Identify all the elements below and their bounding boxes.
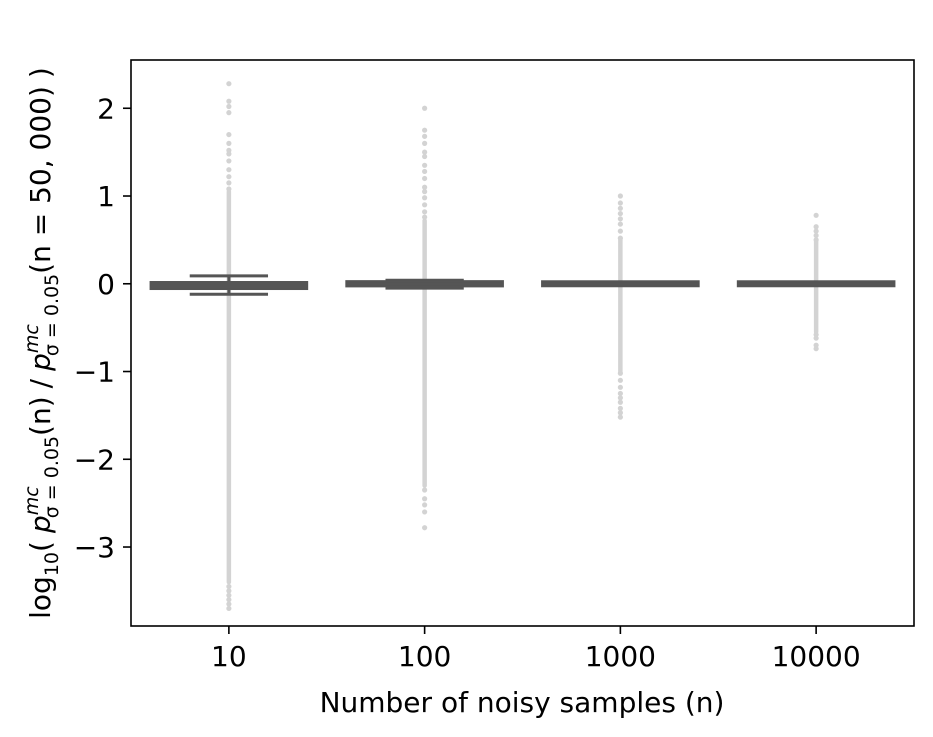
outlier-point <box>422 195 428 201</box>
plot-content <box>149 81 896 612</box>
outlier-point <box>813 232 819 239</box>
outlier-point <box>422 168 428 175</box>
y-axis: 2 1 0 −1 −2 −3 <box>74 92 131 564</box>
y-axis-title-n-arg: (n) <box>24 396 57 436</box>
outlier-point <box>422 153 428 160</box>
outlier-point <box>617 200 623 206</box>
outlier-point <box>617 390 623 397</box>
outlier-point <box>617 405 623 411</box>
y-axis-title-p-sub: σ = 0.05 <box>41 436 63 518</box>
outlier-point <box>617 370 623 376</box>
y-tick-label: −3 <box>74 531 115 564</box>
outlier-point <box>226 131 232 138</box>
outlier-point <box>813 224 819 230</box>
outlier-point <box>226 174 232 180</box>
outlier-point <box>813 335 819 341</box>
y-axis-title-close: ) <box>24 67 57 78</box>
outlier-point <box>617 377 623 383</box>
outlier-point <box>422 189 428 195</box>
outlier-point <box>617 193 623 199</box>
outlier-point <box>422 127 428 133</box>
y-axis-title-p-sup: mc <box>21 486 43 516</box>
outlier-point <box>617 216 623 222</box>
outlier-point <box>422 133 428 139</box>
box-group-10000 <box>736 280 896 288</box>
outlier-point <box>422 487 428 493</box>
outlier-point <box>617 414 623 420</box>
outlier-point <box>422 105 428 111</box>
y-axis-title-log-sub: 10 <box>41 552 63 576</box>
outlier-point <box>226 110 232 116</box>
outlier-point <box>226 81 232 87</box>
y-axis-title-open: ( <box>24 541 57 552</box>
outlier-point <box>617 221 623 227</box>
outlier-point <box>226 597 232 603</box>
outlier-point <box>422 184 428 190</box>
outlier-point <box>226 601 232 607</box>
outlier-point <box>813 212 819 218</box>
outlier-point <box>617 399 623 405</box>
outlier-point <box>226 180 232 186</box>
outlier-point <box>226 605 232 612</box>
outlier-point <box>422 496 428 502</box>
outlier-point <box>422 214 428 220</box>
y-tick-label: 1 <box>97 180 115 213</box>
outlier-point <box>422 202 428 208</box>
box-group-100 <box>345 278 504 290</box>
outlier-point <box>226 98 232 104</box>
outlier-point <box>617 395 623 401</box>
outlier-point <box>813 237 819 243</box>
outlier-point <box>422 162 428 168</box>
outlier-point <box>226 167 232 173</box>
outlier-point <box>226 186 232 192</box>
y-axis-title-p2-sub: σ = 0.05 <box>41 274 63 356</box>
outlier-point <box>422 149 428 155</box>
outlier-point <box>617 384 623 390</box>
x-tick-label: 100 <box>398 640 451 673</box>
outlier-point <box>422 140 428 146</box>
box-group-1000 <box>541 280 700 288</box>
y-axis-title-p: p <box>24 515 57 534</box>
y-axis-title: log10(pmcσ = 0.05(n)/pmcσ = 0.05(n = 50,… <box>21 67 63 619</box>
outlier-point <box>422 502 428 508</box>
outlier-point <box>226 151 232 157</box>
y-tick-label: 0 <box>97 268 115 301</box>
outlier-point <box>226 588 232 594</box>
outlier-point <box>422 209 428 215</box>
outlier-point <box>226 158 232 164</box>
x-axis: 10 100 1000 10000 <box>211 626 861 673</box>
outlier-point <box>226 592 232 598</box>
y-axis-title-ref-arg: (n = 50, 000) <box>24 86 57 274</box>
outlier-point <box>617 210 623 217</box>
plot-frame <box>130 59 915 627</box>
y-tick-label: −1 <box>74 356 115 389</box>
x-tick-label: 10000 <box>772 640 861 673</box>
y-axis-title-slash: / <box>24 378 57 388</box>
x-axis-title: Number of noisy samples (n) <box>320 686 725 719</box>
outlier-point <box>422 525 428 531</box>
outlier-point <box>226 140 232 146</box>
outlier-point <box>617 228 623 234</box>
outlier-point <box>226 103 232 110</box>
outlier-point <box>617 410 623 416</box>
outlier-point <box>813 346 819 352</box>
x-tick-label: 10 <box>211 640 247 673</box>
y-axis-title-log: log <box>24 576 57 619</box>
outlier-point <box>422 509 428 515</box>
outlier-point <box>422 175 428 182</box>
y-tick-label: −2 <box>74 443 115 476</box>
outlier-point <box>226 583 232 590</box>
y-axis-title-p2: p <box>24 353 57 372</box>
x-tick-label: 1000 <box>585 640 656 673</box>
box-group-10 <box>149 274 309 296</box>
outlier-point <box>813 228 819 234</box>
outlier-point <box>617 205 623 211</box>
y-tick-label: 2 <box>97 92 115 125</box>
y-axis-title-p2-sup: mc <box>21 324 43 354</box>
outlier-point <box>617 235 623 241</box>
